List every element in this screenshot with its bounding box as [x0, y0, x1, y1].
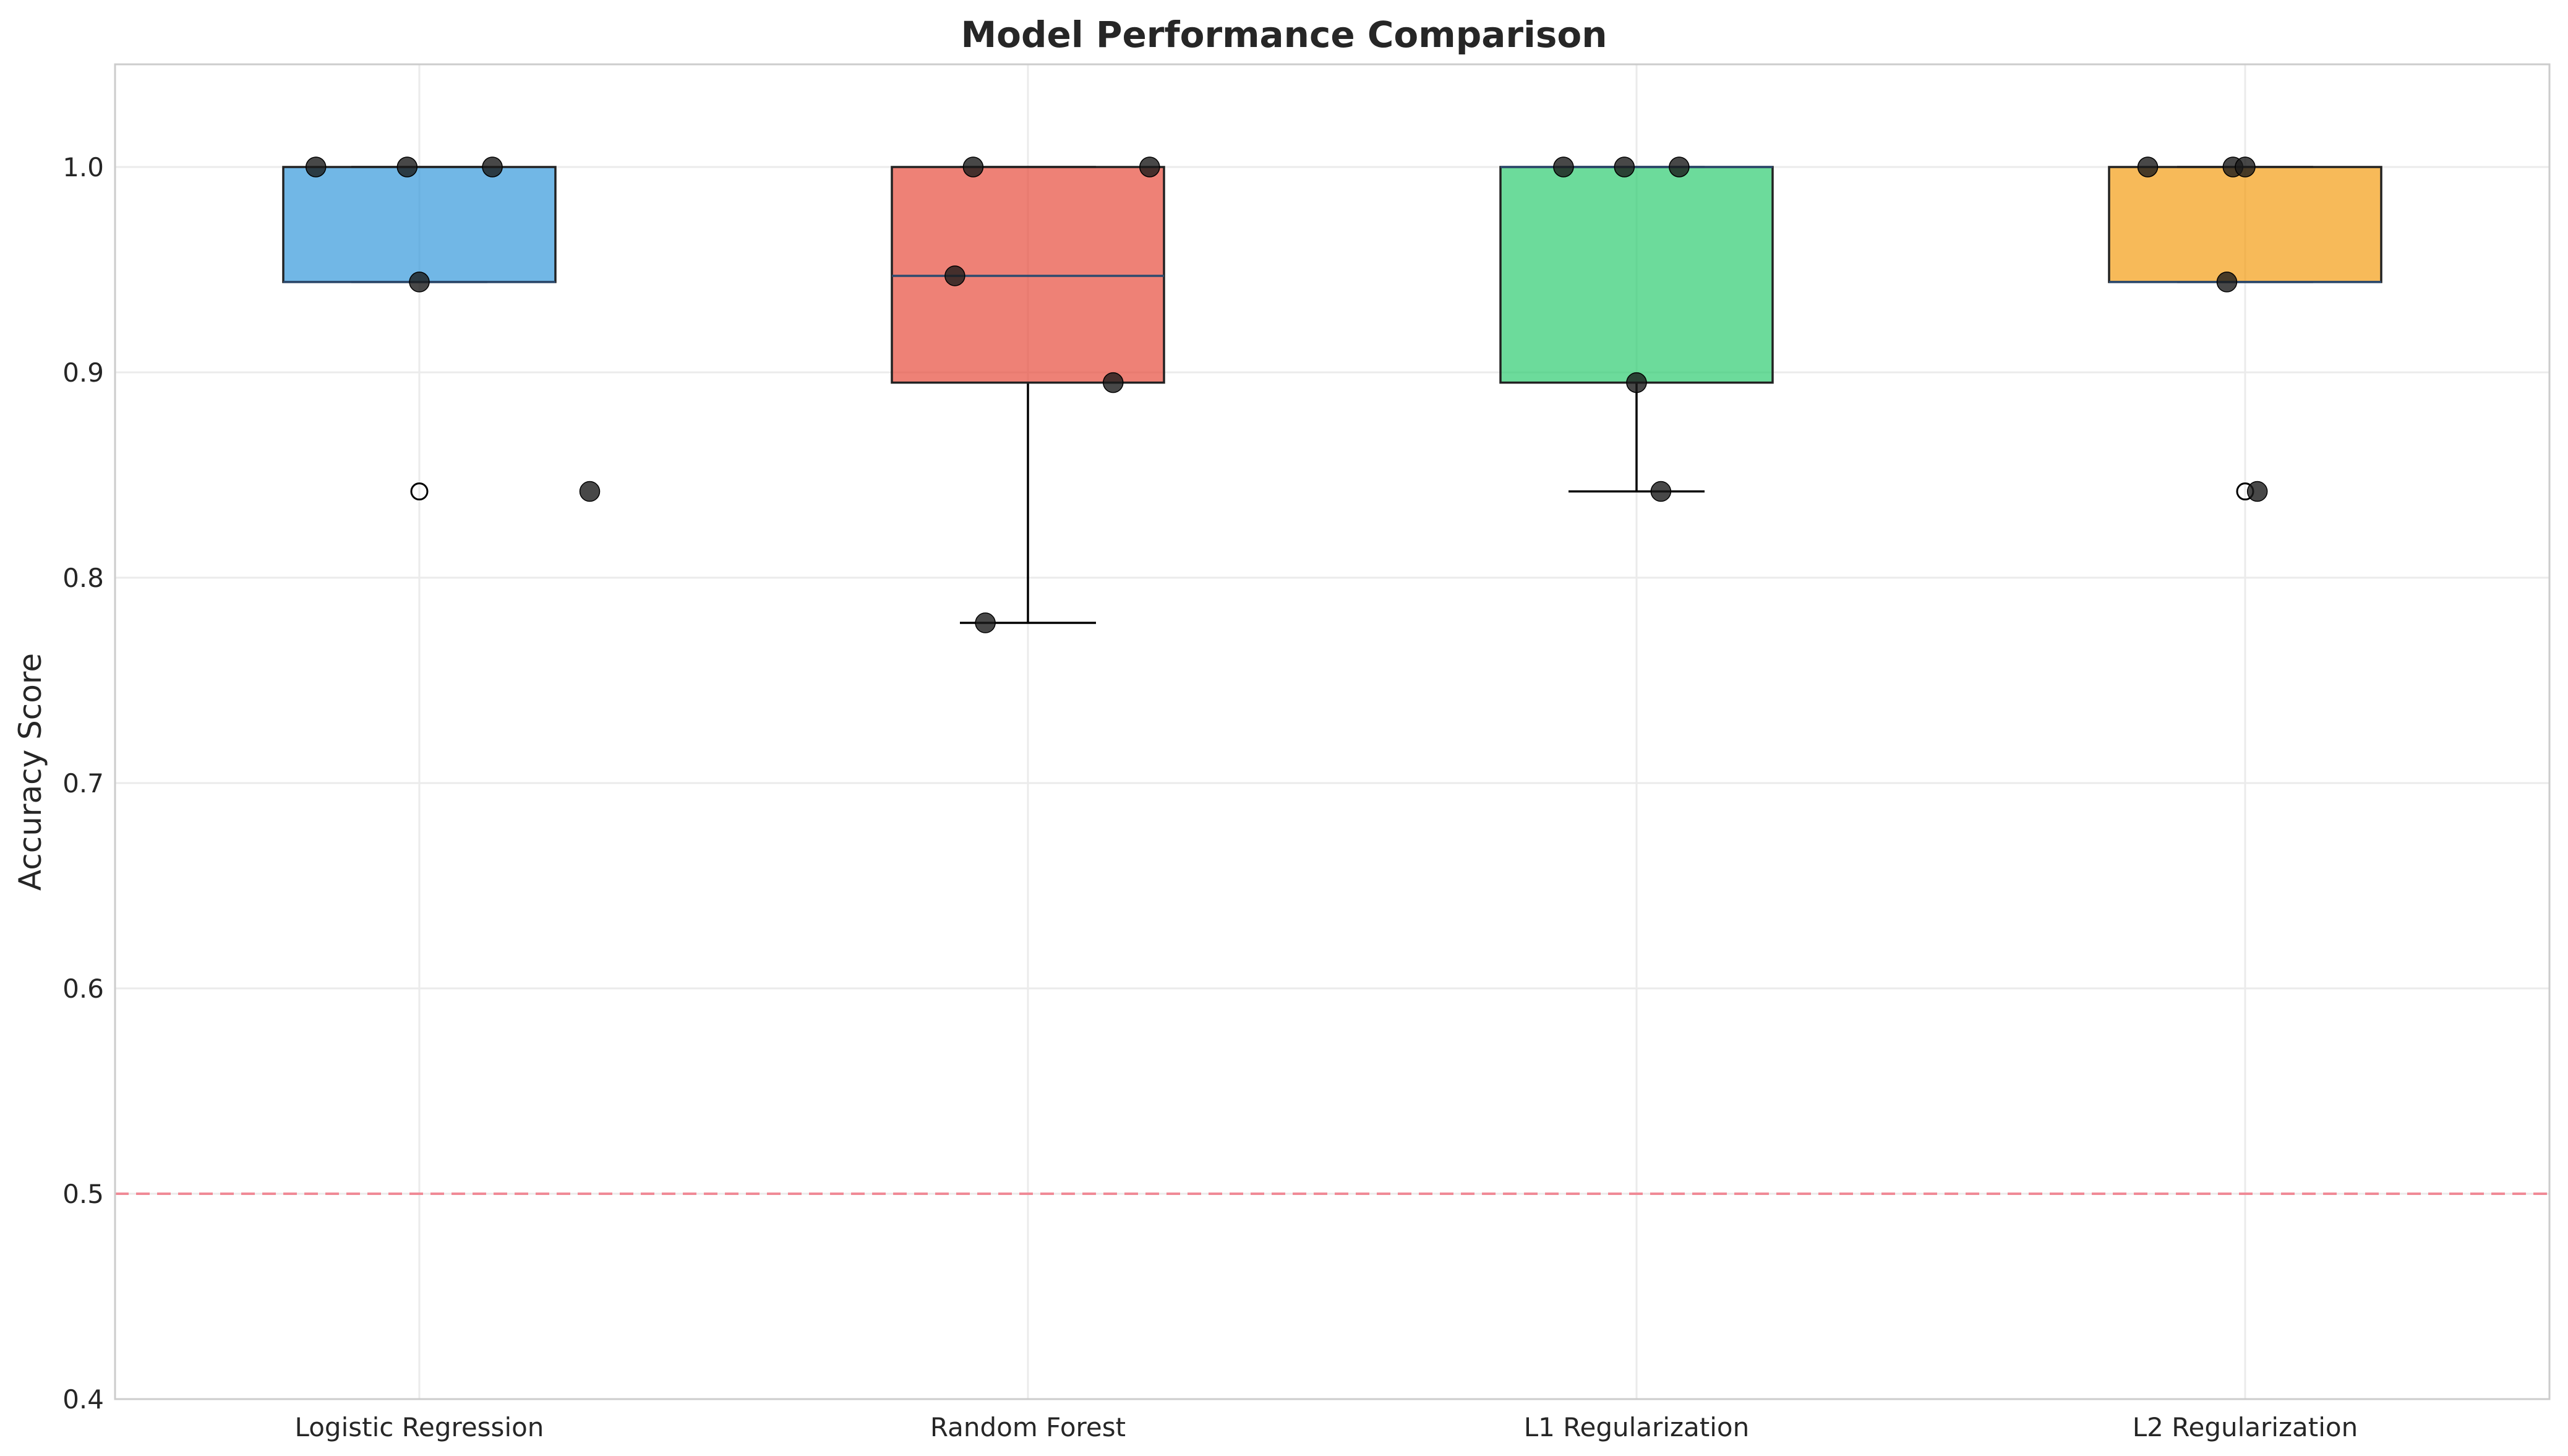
data-point	[2216, 272, 2238, 293]
box-body	[2108, 166, 2382, 283]
data-point	[2235, 156, 2256, 178]
data-point	[2137, 156, 2159, 178]
chart-title: Model Performance Comparison	[961, 14, 1607, 56]
y-tick-label: 0.9	[62, 358, 104, 388]
x-tick-label: Random Forest	[930, 1412, 1126, 1442]
boxes-layer	[282, 166, 2382, 624]
data-point	[396, 156, 418, 178]
data-point	[1650, 481, 1672, 502]
data-point	[1553, 156, 1574, 178]
data-point	[962, 156, 984, 178]
box-group	[2108, 166, 2382, 501]
data-point	[579, 481, 601, 502]
data-point	[1614, 156, 1635, 178]
x-tick-labels: Logistic Regression Random Forest L1 Regul…	[295, 1412, 2358, 1442]
data-point	[944, 265, 965, 286]
data-point	[1103, 372, 1124, 393]
x-tick-label: Logistic Regression	[295, 1412, 544, 1442]
box-group	[1499, 166, 1774, 493]
data-point	[305, 156, 327, 178]
data-point	[975, 612, 996, 633]
y-tick-label: 0.8	[62, 563, 104, 593]
data-point	[482, 156, 503, 178]
plot-frame	[114, 63, 2551, 1400]
outlier-marker	[410, 482, 429, 501]
x-tick-label: L2 Regularization	[2133, 1412, 2358, 1442]
y-axis-label: Accuracy Score	[12, 653, 48, 891]
y-tick-label: 1.0	[62, 152, 104, 182]
y-tick-label: 0.6	[62, 974, 104, 1004]
points-layer	[305, 156, 2268, 633]
data-point	[1669, 156, 1690, 178]
y-tick-label: 0.7	[62, 768, 104, 799]
box-group	[282, 166, 557, 501]
data-point	[2246, 481, 2268, 502]
box-body	[1499, 166, 1774, 384]
y-tick-label: 0.5	[62, 1179, 104, 1209]
box-group	[891, 166, 1165, 624]
data-point	[409, 272, 430, 293]
data-point	[1139, 156, 1160, 178]
x-tick-label: L1 Regularization	[1524, 1412, 1749, 1442]
y-tick-labels: 0.4 0.5 0.6 0.7 0.8 0.9 1.0	[62, 152, 104, 1415]
data-point	[1626, 372, 1647, 393]
box-body	[282, 166, 557, 283]
y-tick-label: 0.4	[62, 1384, 104, 1415]
